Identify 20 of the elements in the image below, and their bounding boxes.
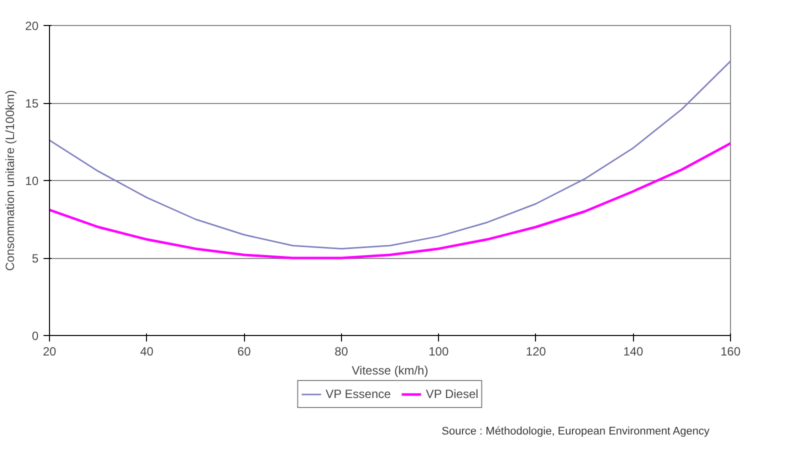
x-tick-label: 80 — [334, 344, 348, 358]
x-tick-label: 100 — [428, 344, 449, 358]
legend-label: VP Diesel — [426, 387, 478, 401]
x-tick-label: 20 — [42, 344, 56, 358]
y-tick-label: 10 — [25, 174, 39, 188]
legend-label: VP Essence — [326, 387, 391, 401]
x-tick-label: 60 — [237, 344, 252, 358]
y-tick-label: 0 — [32, 329, 39, 343]
x-tick-label: 160 — [720, 344, 741, 358]
x-tick-label: 140 — [623, 344, 644, 358]
x-tick-label: 120 — [526, 344, 546, 358]
y-tick-label: 20 — [25, 19, 39, 33]
x-axis-title: Vitesse (km/h) — [352, 364, 428, 378]
line-series — [50, 60, 730, 250]
line-series — [50, 142, 730, 260]
x-tick-label: 40 — [140, 344, 154, 358]
y-axis-title: Consommation unitaire (L/100km) — [3, 90, 18, 271]
y-tick-label: 15 — [25, 96, 39, 110]
y-tick-label: 5 — [32, 252, 39, 266]
source-note: Source : Méthodologie, European Environment Agency — [442, 426, 710, 438]
